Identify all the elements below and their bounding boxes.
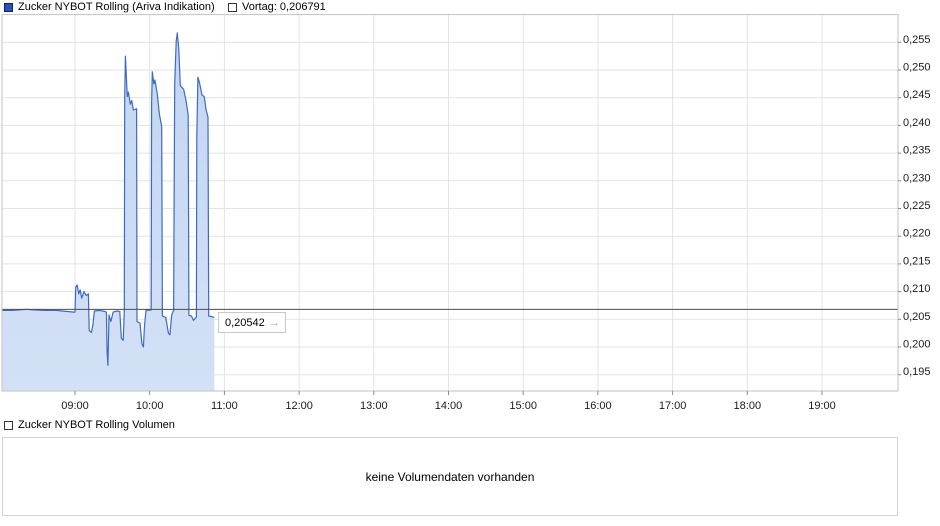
x-tick-label: 11:00	[211, 400, 238, 412]
y-tick-label: 0,215	[903, 255, 931, 267]
volume-color-swatch-icon	[4, 420, 13, 430]
y-tick-label: 0,245	[903, 89, 931, 101]
vortag-legend: Vortag: 0,206791	[228, 1, 326, 13]
chart-legend: Zucker NYBOT Rolling (Ariva Indikation)	[4, 1, 215, 13]
y-tick-label: 0,250	[903, 62, 931, 74]
current-value-text: 0,20542	[225, 316, 265, 329]
y-tick-label: 0,230	[903, 172, 931, 184]
y-tick-label: 0,235	[903, 145, 931, 157]
x-tick-label: 13:00	[360, 400, 388, 412]
price-area-fill	[1, 32, 215, 392]
x-tick-label: 12:00	[285, 400, 313, 412]
volume-panel: keine Volumendaten vorhanden	[2, 437, 898, 516]
vortag-color-swatch-icon	[228, 2, 237, 12]
y-tick-label: 0,200	[903, 339, 931, 351]
price-chart: 09:00 10:00 11:00 12:00 13:00 14:00 15:00 16:00…	[1, 14, 931, 412]
y-tick-label: 0,225	[903, 200, 931, 212]
y-tick-label: 0,255	[903, 34, 931, 46]
volume-empty-message: keine Volumendaten vorhanden	[365, 469, 535, 484]
vortag-legend-label: Vortag: 0,206791	[242, 1, 326, 13]
y-tick-label: 0,210	[903, 283, 931, 295]
plot-border	[1, 14, 899, 392]
y-tick-label: 0,240	[903, 117, 931, 129]
x-tick-label: 17:00	[659, 400, 687, 412]
price-line	[1, 32, 215, 366]
y-tick-label: 0,195	[903, 366, 931, 378]
current-value-label: 0,20542 →	[218, 312, 286, 333]
x-tick-label: 19:00	[808, 400, 836, 412]
y-tick-label: 0,220	[903, 228, 931, 240]
arrow-right-icon: →	[268, 316, 280, 329]
volume-legend-label: Zucker NYBOT Rolling Volumen	[18, 419, 175, 431]
x-tick-label: 09:00	[61, 400, 89, 412]
x-tick-label: 15:00	[509, 400, 537, 412]
series-legend-label: Zucker NYBOT Rolling (Ariva Indikation)	[18, 1, 215, 13]
series-color-swatch-icon	[4, 2, 13, 12]
y-tick-label: 0,205	[903, 311, 931, 323]
x-tick-label: 10:00	[136, 400, 164, 412]
x-tick-label: 14:00	[435, 400, 463, 412]
volume-legend: Zucker NYBOT Rolling Volumen	[4, 419, 175, 431]
x-tick-label: 16:00	[584, 400, 612, 412]
x-tick-label: 18:00	[734, 400, 762, 412]
